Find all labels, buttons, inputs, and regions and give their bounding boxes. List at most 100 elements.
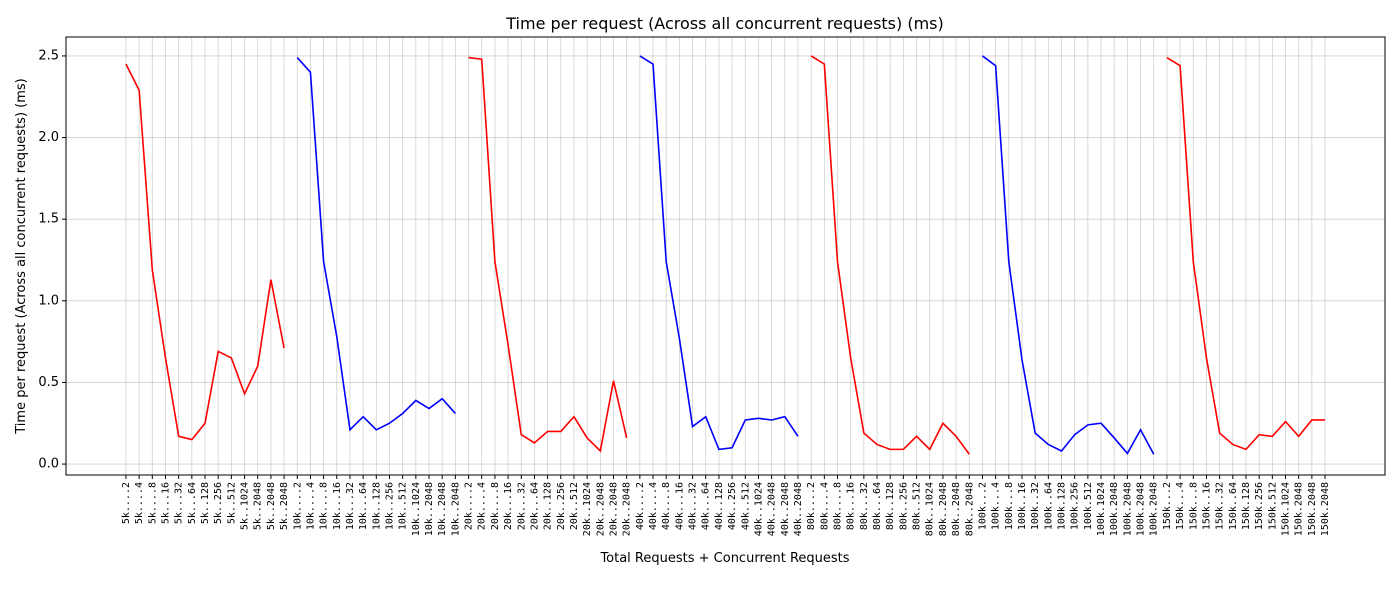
x-tick-label: 20k..2048 [608, 482, 619, 536]
x-tick-label: 20k..128 [543, 482, 554, 530]
x-tick-label: 5k....2 [121, 482, 132, 524]
x-tick-label: 10k..2048 [424, 482, 435, 536]
x-tick-label: 40k....2 [635, 482, 646, 530]
x-tick-label: 100k.256 [1070, 482, 1081, 530]
x-tick-label: 150k..32 [1215, 482, 1226, 530]
x-tick-label: 40k...64 [701, 482, 712, 530]
x-tick-label: 5k....4 [134, 482, 145, 524]
y-tick-label: 2.5 [38, 48, 59, 63]
x-tick-label: 20k..256 [556, 482, 567, 530]
x-tick-label: 40k...16 [674, 482, 685, 530]
x-tick-label: 100k..64 [1043, 482, 1054, 530]
x-tick-label: 80k....2 [806, 482, 817, 530]
x-tick-label: 80k..512 [912, 482, 923, 530]
x-tick-label: 80k..1024 [925, 482, 936, 536]
x-axis-label: Total Requests + Concurrent Requests [599, 551, 849, 566]
line [1166, 56, 1326, 451]
x-tick-label: 10k....8 [319, 482, 330, 530]
x-tick-label: 40k..1024 [753, 482, 764, 536]
x-tick-label: 40k..512 [740, 482, 751, 530]
y-tick-label: 2.0 [38, 130, 59, 145]
x-tick-label: 5k..1024 [240, 482, 251, 530]
x-tick-label: 5k..256 [213, 482, 224, 524]
x-tick-label: 100k.128 [1057, 482, 1068, 530]
x-tick-label: 5k..128 [200, 482, 211, 524]
line [810, 55, 970, 455]
x-tick-label: 80k..256 [898, 482, 909, 530]
x-tick-label: 100k...4 [991, 482, 1002, 530]
x-tick-label: 80k...16 [846, 482, 857, 530]
x-tick-label: 10k..512 [398, 482, 409, 530]
x-tick-label: 40k..2048 [793, 482, 804, 536]
x-tick-label: 150k...4 [1175, 482, 1186, 530]
x-tick-label: 5k..2048 [279, 482, 290, 530]
x-tick-label: 5k..2048 [266, 482, 277, 530]
x-tick-label: 40k....4 [648, 482, 659, 530]
x-tick-label: 20k....4 [477, 482, 488, 530]
x-tick-label: 150k..16 [1201, 482, 1212, 530]
x-tick-label: 80k..2048 [964, 482, 975, 536]
x-tick-label: 5k..2048 [253, 482, 264, 530]
x-tick-label: 80k..2048 [938, 482, 949, 536]
x-tick-label: 10k..128 [371, 482, 382, 530]
y-tick-label: 0.5 [38, 375, 59, 390]
x-tick-label: 5k...16 [160, 482, 171, 524]
x-tick-label: 150k.2048 [1307, 482, 1318, 536]
line [296, 57, 456, 432]
x-tick-label: 20k...32 [516, 482, 527, 530]
x-tick-label: 80k...32 [859, 482, 870, 530]
x-tick-label: 100k...2 [977, 482, 988, 530]
x-tick-label: 20k...64 [529, 482, 540, 530]
x-tick-label: 100k..32 [1030, 482, 1041, 530]
x-tick-label: 100k.2048 [1136, 482, 1147, 536]
x-tick-label: 100k.2048 [1122, 482, 1133, 536]
x-tick-label: 80k..2048 [951, 482, 962, 536]
x-tick-label: 150k.2048 [1294, 482, 1305, 536]
x-tick-label: 100k...8 [1004, 482, 1015, 530]
x-tick-label: 5k...32 [174, 482, 185, 524]
x-tick-label: 80k..128 [885, 482, 896, 530]
line [639, 55, 799, 451]
x-tick-label: 10k...16 [332, 482, 343, 530]
x-tick-label: 10k..2048 [450, 482, 461, 536]
x-tick-label: 40k..2048 [780, 482, 791, 536]
line [125, 63, 285, 441]
x-tick-label: 20k..512 [569, 482, 580, 530]
x-tick-label: 150k.128 [1241, 482, 1252, 530]
x-tick-label: 100k..16 [1017, 482, 1028, 530]
x-tick-label: 20k....2 [464, 482, 475, 530]
x-tick-label: 100k.2048 [1109, 482, 1120, 536]
x-tick-label: 150k.2048 [1320, 482, 1331, 536]
x-tick-label: 10k....2 [292, 482, 303, 530]
x-tick-label: 100k.512 [1083, 482, 1094, 530]
x-tick-label: 20k....8 [490, 482, 501, 530]
x-tick-label: 10k..1024 [411, 482, 422, 536]
x-tick-label: 80k....4 [819, 482, 830, 530]
x-tick-label: 20k...16 [503, 482, 514, 530]
x-tick-label: 150k..64 [1228, 482, 1239, 530]
x-tick-label: 80k....8 [833, 482, 844, 530]
y-tick-label: 1.5 [38, 212, 59, 227]
x-tick-label: 20k..1024 [582, 482, 593, 536]
x-tick-label: 80k...64 [872, 482, 883, 530]
x-tick-label: 150k.256 [1254, 482, 1265, 530]
x-tick-label: 40k..2048 [767, 482, 778, 536]
line [468, 56, 628, 453]
x-tick-label: 5k..512 [226, 482, 237, 524]
y-axis-label: Time per request (Across all concurrent … [14, 78, 29, 434]
chart-title: Time per request (Across all concurrent … [505, 14, 944, 33]
x-tick-label: 5k...64 [187, 482, 198, 524]
line [981, 55, 1155, 455]
x-tick-label: 40k...32 [688, 482, 699, 530]
x-tick-label: 150k...2 [1162, 482, 1173, 530]
x-tick-label: 10k....4 [305, 482, 316, 530]
x-tick-label: 100k.2048 [1149, 482, 1160, 536]
x-tick-label: 100k.1024 [1096, 482, 1107, 536]
x-tick-label: 5k....8 [147, 482, 158, 524]
x-tick-label: 10k..256 [384, 482, 395, 530]
x-tick-label: 150k...8 [1188, 482, 1199, 530]
y-tick-label: 0.0 [38, 457, 59, 472]
x-tick-label: 10k...32 [345, 482, 356, 530]
x-tick-label: 20k..2048 [595, 482, 606, 536]
